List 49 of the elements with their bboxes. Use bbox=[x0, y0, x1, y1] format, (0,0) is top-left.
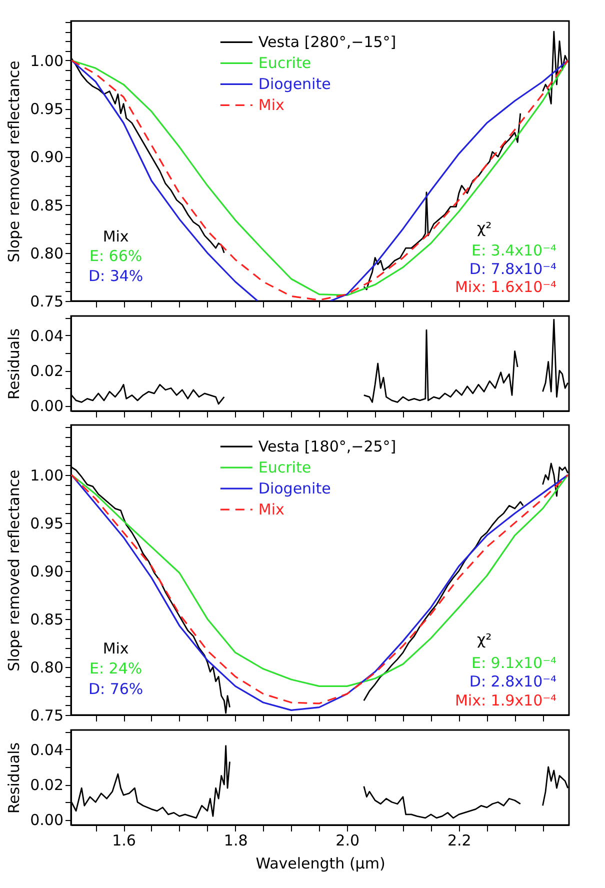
y-tick-label: 0.85 bbox=[30, 610, 64, 628]
annotation: χ² bbox=[476, 219, 492, 238]
y-tick-label: 0.90 bbox=[30, 562, 64, 580]
y-tick-label: 0.85 bbox=[30, 196, 64, 214]
annotation: χ² bbox=[476, 630, 492, 649]
y-axis-title: Slope removed reflectance bbox=[5, 60, 24, 262]
y-axis-title: Residuals bbox=[5, 742, 24, 814]
legend-label: Vesta [180°,−25°] bbox=[258, 438, 396, 456]
y-tick-label: 0.95 bbox=[30, 100, 64, 118]
y-tick-label: 0.95 bbox=[30, 514, 64, 532]
annotation: E: 24% bbox=[90, 660, 142, 678]
annotation: E: 9.1x10⁻⁴ bbox=[471, 654, 557, 672]
y-tick-label: 0.75 bbox=[30, 292, 64, 310]
y-tick-label: 1.00 bbox=[30, 52, 64, 70]
legend-label: Mix bbox=[258, 96, 285, 114]
y-axis-title: Residuals bbox=[5, 328, 24, 400]
legend-label: Diogenite bbox=[258, 75, 331, 94]
y-tick-label: 1.00 bbox=[30, 466, 64, 484]
legend-label: Eucrite bbox=[258, 458, 312, 477]
legend-label: Diogenite bbox=[258, 480, 331, 498]
x-tick-label: 1.8 bbox=[224, 832, 248, 850]
annotation: E: 3.4x10⁻⁴ bbox=[471, 242, 557, 260]
y-tick-label: 0.80 bbox=[30, 658, 64, 676]
y-tick-label: 0.00 bbox=[30, 811, 64, 830]
x-tick-label: 1.6 bbox=[112, 832, 136, 850]
y-axis-title: Slope removed reflectance bbox=[5, 470, 24, 672]
x-tick-label: 2.2 bbox=[447, 832, 472, 850]
annotation: D: 7.8x10⁻⁴ bbox=[469, 260, 557, 278]
annotation: Mix: 1.6x10⁻⁴ bbox=[454, 278, 557, 296]
y-tick-label: 0.75 bbox=[30, 706, 64, 724]
annotation: Mix bbox=[102, 228, 129, 246]
y-tick-label: 0.04 bbox=[30, 740, 64, 759]
annotation: Mix: 1.9x10⁻⁴ bbox=[454, 692, 557, 710]
annotation: D: 76% bbox=[88, 680, 144, 698]
legend-label: Eucrite bbox=[258, 54, 312, 72]
legend-label: Mix bbox=[258, 500, 285, 519]
y-tick-label: 0.02 bbox=[30, 776, 64, 794]
y-tick-label: 0.04 bbox=[30, 326, 64, 345]
x-tick-label: 2.0 bbox=[336, 832, 360, 850]
y-tick-label: 0.90 bbox=[30, 148, 64, 166]
y-tick-label: 0.02 bbox=[30, 362, 64, 380]
y-tick-label: 0.00 bbox=[30, 397, 64, 416]
legend-label: Vesta [280°,−15°] bbox=[258, 33, 396, 52]
y-tick-label: 0.80 bbox=[30, 244, 64, 262]
annotation: D: 34% bbox=[88, 266, 144, 285]
annotation: E: 66% bbox=[90, 247, 142, 266]
annotation: Mix bbox=[102, 639, 129, 658]
annotation: D: 2.8x10⁻⁴ bbox=[469, 672, 557, 691]
x-axis-title: Wavelength (μm) bbox=[256, 854, 386, 872]
